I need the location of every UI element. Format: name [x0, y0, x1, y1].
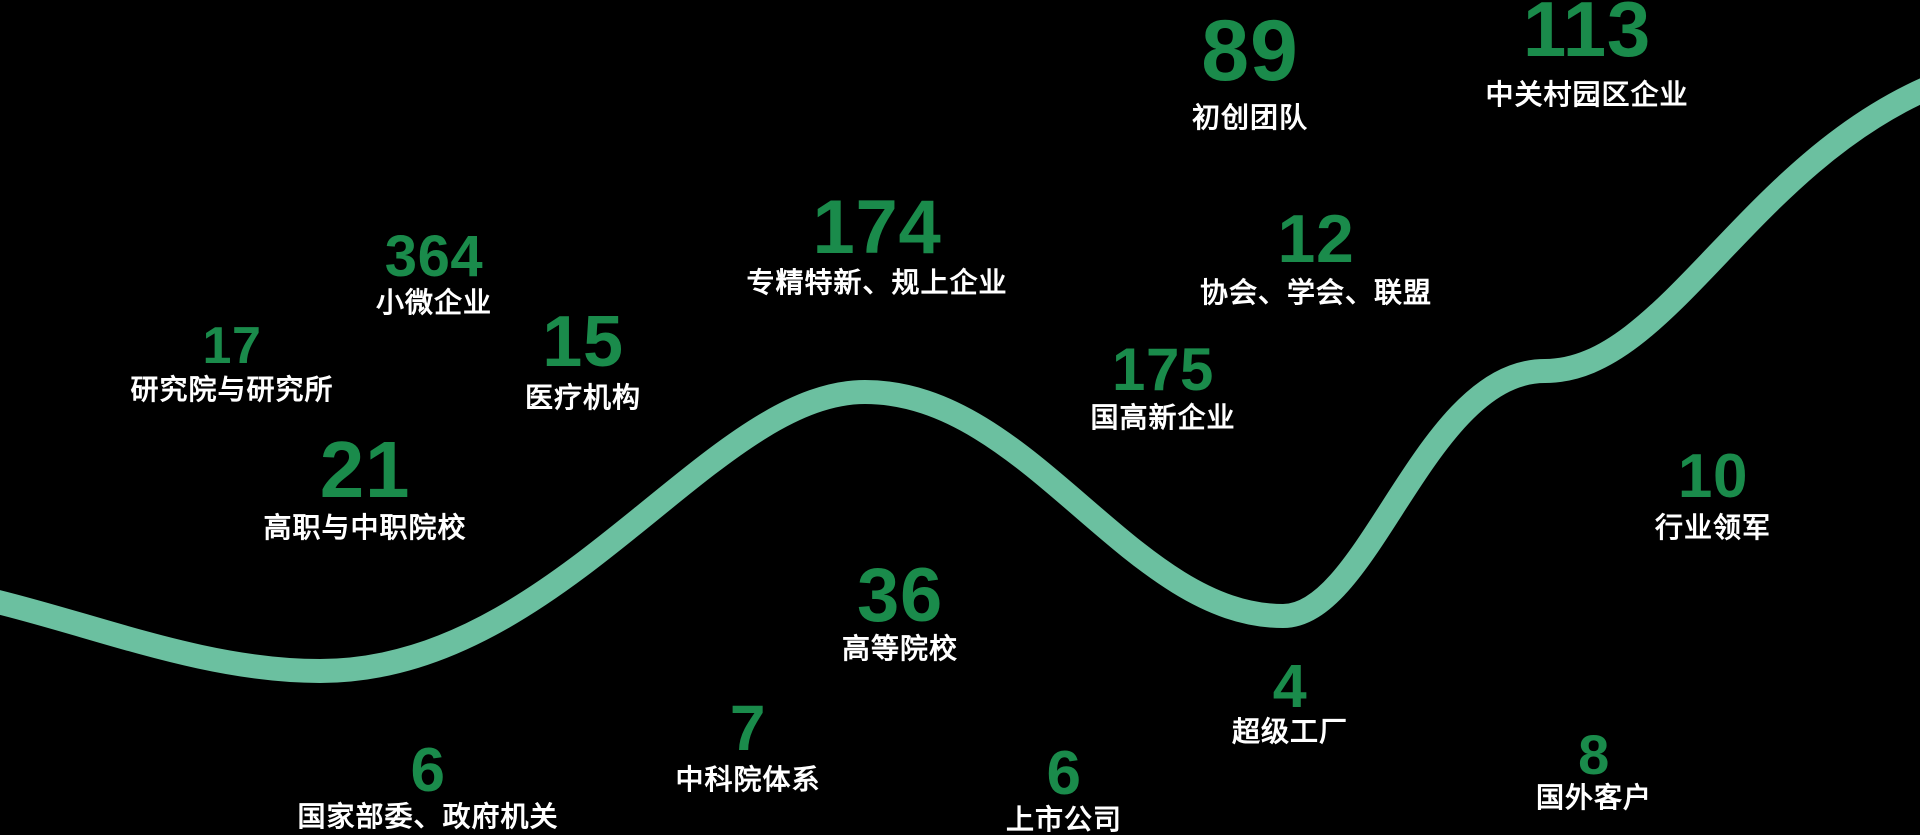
stat-label: 国高新企业	[1090, 402, 1236, 433]
stat-number: 89	[1201, 3, 1299, 99]
stat-foreign-clients: 8 国外客户	[1535, 723, 1653, 813]
stat-listed-companies: 6 上市公司	[1005, 739, 1123, 835]
stat-label: 协会、学会、联盟	[1199, 277, 1433, 308]
stat-number: 10	[1677, 442, 1749, 511]
stat-number: 364	[384, 224, 484, 289]
stat-zhongguancun-park-enterprises: 113 中关村园区企业	[1485, 0, 1688, 109]
stat-label: 高职与中职院校	[263, 512, 467, 543]
stat-label: 高等院校	[841, 633, 959, 664]
stat-cas-system: 7 中科院体系	[675, 696, 820, 794]
stat-number: 6	[410, 736, 446, 805]
stat-number: 36	[856, 553, 944, 638]
stat-number: 7	[729, 692, 767, 764]
stat-startup-teams: 89 初创团队	[1192, 8, 1308, 132]
stat-label: 国外客户	[1535, 782, 1653, 813]
stat-label: 中科院体系	[675, 764, 821, 795]
stat-label: 研究院与研究所	[130, 374, 334, 405]
stat-medical-institutions: 15 医疗机构	[525, 306, 641, 412]
stat-vocational-colleges: 21 高职与中职院校	[263, 425, 467, 543]
stat-label: 上市公司	[1005, 804, 1123, 835]
stat-research-institutes: 17 研究院与研究所	[130, 320, 333, 404]
stat-number: 113	[1522, 0, 1652, 73]
stat-label: 行业领军	[1654, 512, 1772, 543]
stat-super-factories: 4 超级工厂	[1231, 652, 1349, 747]
stat-label: 初创团队	[1191, 102, 1309, 133]
stat-industry-leaders: 10 行业领军	[1654, 442, 1772, 543]
stat-label: 小微企业	[375, 287, 493, 318]
stat-number: 6	[1046, 739, 1082, 808]
stat-label: 中关村园区企业	[1485, 79, 1689, 110]
stat-number: 21	[319, 425, 411, 514]
stat-number: 12	[1277, 201, 1355, 277]
stat-number: 15	[542, 302, 624, 382]
stat-number: 175	[1112, 336, 1214, 403]
stat-number: 17	[202, 317, 262, 375]
stat-number: 8	[1578, 723, 1610, 786]
stat-specialized-enterprises: 174 专精特新、规上企业	[746, 185, 1008, 298]
stat-number: 4	[1272, 652, 1308, 720]
stat-small-micro-enterprises: 364 小微企业	[375, 224, 493, 318]
stat-label: 医疗机构	[524, 382, 642, 413]
stat-government-agencies: 6 国家部委、政府机关	[297, 736, 559, 832]
stat-label: 专精特新、规上企业	[746, 267, 1008, 298]
stat-label: 国家部委、政府机关	[297, 801, 559, 832]
stat-higher-education: 36 高等院校	[841, 553, 959, 664]
wave-path	[0, 78, 1920, 684]
stat-number: 174	[812, 185, 942, 270]
stat-label: 超级工厂	[1231, 716, 1349, 747]
stat-national-hightech-enterprises: 175 国高新企业	[1090, 336, 1236, 433]
stat-associations-societies-alliances: 12 协会、学会、联盟	[1200, 205, 1432, 307]
